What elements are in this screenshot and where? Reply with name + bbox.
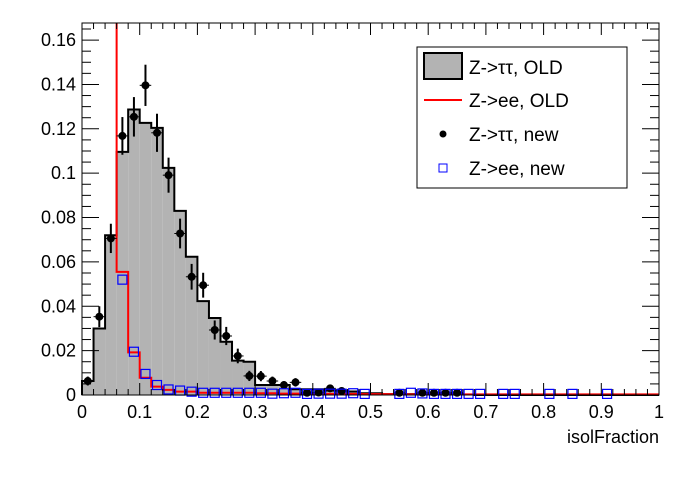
y-tick-label: 0.12 — [41, 119, 76, 139]
legend-label-ee-old: Z->ee, OLD — [469, 91, 569, 112]
hist-bar-tautau-old — [105, 235, 117, 395]
data-point-tautau-new — [153, 129, 161, 137]
x-tick-label: 0.1 — [127, 402, 152, 422]
data-point-tautau-new — [268, 377, 276, 385]
x-tick-label: 0.9 — [589, 402, 614, 422]
y-tick-label: 0.16 — [41, 30, 76, 50]
hist-bar-tautau-old — [220, 342, 232, 395]
data-point-tautau-new — [95, 313, 103, 321]
data-point-tautau-new — [222, 332, 230, 340]
x-tick-label: 0.8 — [531, 402, 556, 422]
y-tick-label: 0.04 — [41, 296, 76, 316]
hist-bar-tautau-old — [94, 328, 106, 395]
y-tick-label: 0.1 — [51, 163, 76, 183]
data-point-tautau-new — [338, 387, 346, 395]
x-tick-label: 0.2 — [185, 402, 210, 422]
x-tick-label: 0.7 — [473, 402, 498, 422]
x-axis-label: isolFraction — [567, 427, 659, 447]
hist-bar-tautau-old — [140, 123, 152, 395]
data-point-tautau-new — [257, 372, 265, 380]
legend-label-tautau-new: Z->ττ, new — [469, 125, 559, 146]
x-tick-label: 0.5 — [358, 402, 383, 422]
y-tick-label: 0.14 — [41, 74, 76, 94]
x-tick-label: 0.6 — [416, 402, 441, 422]
data-point-tautau-new — [130, 113, 138, 121]
y-tick-label: 0.02 — [41, 341, 76, 361]
data-point-tautau-new — [234, 352, 242, 360]
legend-label-ee-new: Z->ee, new — [469, 159, 565, 180]
y-tick-label: 0.06 — [41, 252, 76, 272]
hist-bar-tautau-old — [197, 301, 209, 395]
hist-bar-tautau-old — [151, 128, 163, 395]
data-point-tautau-new — [118, 132, 126, 140]
hist-bar-tautau-old — [163, 168, 175, 395]
data-point-tautau-new — [107, 234, 115, 242]
legend-label-tautau-old: Z->ττ, OLD — [469, 58, 563, 79]
data-point-tautau-new — [211, 326, 219, 334]
data-point-tautau-new — [291, 378, 299, 386]
data-point-ee-new — [406, 388, 415, 397]
x-tick-label: 0 — [77, 402, 87, 422]
data-point-tautau-new — [418, 389, 426, 397]
data-point-tautau-new — [199, 281, 207, 289]
data-point-tautau-new — [326, 384, 334, 392]
data-point-tautau-new — [245, 372, 253, 380]
data-point-tautau-new — [280, 381, 288, 389]
legend: Z->ττ, OLD Z->ee, OLD Z->ττ, new Z->ee, … — [417, 47, 627, 188]
data-point-tautau-new — [188, 273, 196, 281]
x-tick-label: 1 — [654, 402, 664, 422]
y-tick-label: 0.08 — [41, 208, 76, 228]
legend-marker-tautau-new — [440, 131, 447, 138]
data-point-tautau-new — [176, 230, 184, 238]
hist-bar-tautau-old — [117, 152, 129, 395]
y-tick-label: 0 — [66, 385, 76, 405]
data-point-tautau-new — [165, 171, 173, 179]
x-tick-label: 0.3 — [243, 402, 268, 422]
data-point-tautau-new — [141, 81, 149, 89]
legend-swatch-tautau-old — [424, 53, 462, 79]
x-tick-label: 0.4 — [300, 402, 325, 422]
